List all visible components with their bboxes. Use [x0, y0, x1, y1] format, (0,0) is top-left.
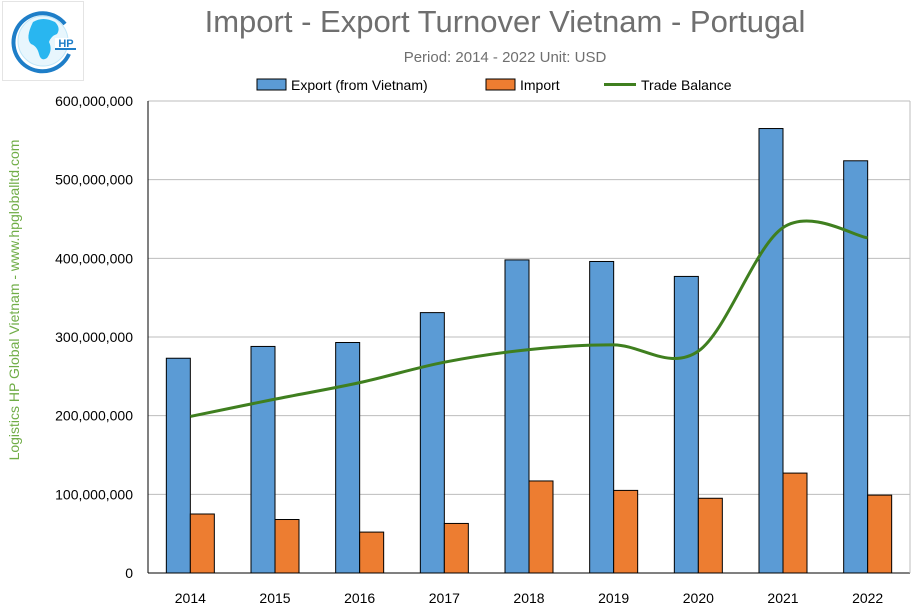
bar-import-2017: [443, 522, 469, 574]
legend-swatch: [256, 78, 287, 91]
y-tick-label: 0: [125, 565, 133, 581]
bar-export-2017: [419, 312, 445, 574]
bar-import-2016: [359, 531, 385, 574]
x-tick-label: 2015: [259, 590, 290, 606]
bar-import-2020: [697, 497, 723, 574]
y-tick-label: 100,000,000: [55, 486, 133, 502]
bar-import-2022: [867, 494, 893, 574]
legend-label: Trade Balance: [641, 77, 732, 93]
y-tick-label: 300,000,000: [55, 329, 133, 345]
bar-import-2014: [189, 513, 215, 574]
hp-global-logo: HP: [2, 1, 84, 81]
bar-export-2020: [673, 275, 699, 574]
bar-export-2019: [589, 260, 615, 574]
x-tick-label: 2018: [513, 590, 544, 606]
bar-export-2021: [758, 128, 784, 574]
bar-import-2015: [274, 519, 300, 574]
legend-label: Import: [520, 77, 560, 93]
bar-import-2019: [613, 489, 639, 574]
chart-subtitle: Period: 2014 - 2022 Unit: USD: [403, 49, 607, 66]
axes: 0 100,000,000 200,000,000 300,000,000 400,00…: [55, 93, 911, 606]
trade-balance-line: [190, 219, 868, 418]
bars: [165, 128, 893, 574]
x-tick-label: 2014: [175, 590, 206, 606]
x-tick-label: 2016: [344, 590, 375, 606]
y-tick-label: 500,000,000: [55, 172, 133, 188]
bar-export-2022: [843, 160, 869, 574]
bar-export-2018: [504, 259, 530, 574]
y-tick-label: 400,000,000: [55, 250, 133, 266]
y-tick-label: 600,000,000: [55, 93, 133, 109]
legend-label: Export (from Vietnam): [291, 77, 428, 93]
line-trade-balance: [190, 219, 868, 418]
bar-export-2015: [250, 345, 276, 574]
chart-title: Import - Export Turnover Vietnam - Portu…: [204, 4, 806, 39]
x-tick-label: 2020: [683, 590, 714, 606]
bar-export-2016: [335, 342, 361, 574]
bar-import-2021: [782, 472, 808, 574]
legend: Export (from Vietnam) Import Trade Balance: [256, 77, 732, 93]
x-tick-label: 2019: [598, 590, 629, 606]
x-tick-label: 2017: [429, 590, 460, 606]
x-tick-label: 2021: [767, 590, 798, 606]
bar-import-2018: [528, 480, 554, 574]
bar-export-2014: [165, 357, 191, 574]
legend-swatch: [485, 78, 516, 91]
logo-text: HP: [58, 38, 73, 50]
y-tick-label: 200,000,000: [55, 408, 133, 424]
x-tick-label: 2022: [852, 590, 883, 606]
